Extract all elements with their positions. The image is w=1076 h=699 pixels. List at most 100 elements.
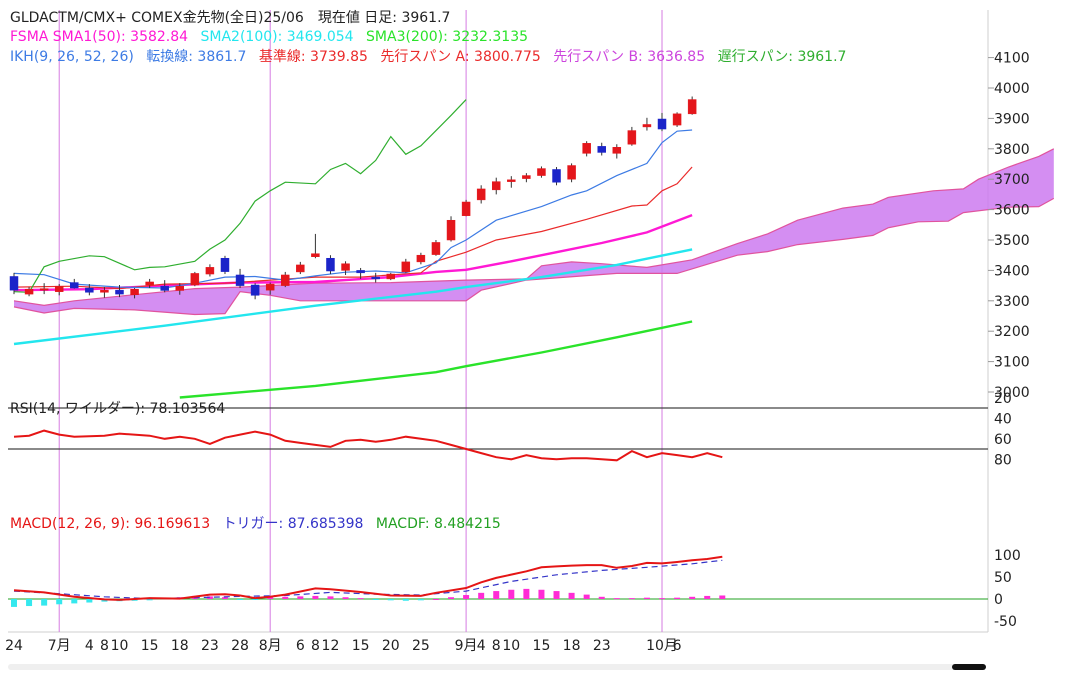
macdf-bar <box>41 599 48 606</box>
price-tick-label: 3700 <box>994 172 1030 188</box>
date-tick-label: 4 <box>85 638 94 654</box>
price-tick-label: 3900 <box>994 111 1030 127</box>
macdf-bar <box>26 599 33 607</box>
macdf-bar <box>342 597 349 599</box>
macdf-bar <box>206 596 213 599</box>
date-tick-label: 8 <box>100 638 109 654</box>
tenkan-legend: 転換線: 3861.7 <box>146 49 246 65</box>
macdf-bar <box>553 591 560 599</box>
horizontal-scrollbar[interactable] <box>8 664 986 670</box>
rsi-tick-label: 60 <box>994 432 1012 448</box>
macd-tick-label: -50 <box>994 614 1017 630</box>
macd-label: MACD(12, 26, 9): 96.169613 <box>10 516 210 532</box>
candle-body <box>296 264 305 273</box>
date-tick-label: 15 <box>352 638 370 654</box>
date-tick-label: 9月 <box>455 638 478 654</box>
price-tick-label: 4100 <box>994 51 1030 67</box>
date-tick-label: 25 <box>412 638 430 654</box>
macdf-bar <box>478 592 485 599</box>
candle-body <box>672 113 682 126</box>
macdf-bar <box>86 599 93 603</box>
macdf-bar <box>598 596 605 599</box>
candle-body <box>9 276 19 291</box>
macdf-bar <box>312 595 319 599</box>
candle-body <box>326 257 335 272</box>
macdf-bar <box>146 599 153 601</box>
candle-body <box>491 181 501 191</box>
kijun-legend: 基準線: 3739.85 <box>259 48 368 65</box>
candle-body <box>597 146 606 153</box>
candle-body <box>281 274 290 286</box>
price-tick-label: 3400 <box>994 263 1030 279</box>
price-tick-label: 3100 <box>994 355 1030 371</box>
ichimoku-cloud <box>13 148 1055 316</box>
macdf-bar <box>357 598 364 600</box>
macd-tick-label: 100 <box>994 548 1021 564</box>
span-a-legend: 先行スパン A: 3800.775 <box>380 49 540 65</box>
macd-tick-label: 0 <box>994 592 1003 608</box>
macdf-bar <box>538 589 545 599</box>
candle-body <box>39 288 49 291</box>
macdf-bar <box>508 589 515 599</box>
rsi-tick-label: 40 <box>994 411 1012 427</box>
candle-body <box>145 281 154 286</box>
ikh-params: IKH(9, 26, 52, 26) <box>10 49 134 65</box>
macdf-bar <box>327 596 334 599</box>
candle-body <box>416 254 426 263</box>
candle-body <box>205 267 215 275</box>
macdf-bar <box>11 599 17 607</box>
price-tick-label: 3800 <box>994 142 1030 158</box>
axes: 3000 3100 3200 3300 3400 3500 3600 3700 3800 3900… <box>5 51 1030 654</box>
candle-body <box>567 165 576 180</box>
date-tick-label: 23 <box>593 638 611 654</box>
macdf-bar <box>689 596 696 599</box>
macdf-bar <box>402 599 409 601</box>
fsma-legend: FSMA SMA1(50): 3582.84 SMA2(100): 3469.0… <box>10 29 528 45</box>
chart-title: GLDACTM/CMX+ COMEX金先物(全日)25/06 現在値 日足: 3… <box>10 9 450 26</box>
price-tick-label: 3000 <box>994 385 1030 401</box>
price-tick-label: 3200 <box>994 324 1030 340</box>
macdf-bar <box>282 596 289 599</box>
rsi-line <box>13 429 723 462</box>
candle-body <box>115 289 124 295</box>
candle-body <box>250 284 260 296</box>
macdf-bar <box>372 599 379 600</box>
cloud-fill <box>14 148 1054 315</box>
scrollbar-thumb[interactable] <box>952 664 986 670</box>
date-tick-label: 28 <box>231 638 249 654</box>
lower-panels <box>8 407 988 607</box>
macdf-bar <box>493 591 500 599</box>
macdf-bar <box>463 595 470 599</box>
candle-body <box>70 282 79 289</box>
candle-body <box>537 168 546 176</box>
rsi-tick-label: 20 <box>994 391 1012 407</box>
span-b-legend: 先行スパン B: 3636.85 <box>553 49 705 65</box>
macdf-bar <box>719 595 726 599</box>
candle-body <box>582 143 591 154</box>
grid-lines <box>8 10 989 633</box>
candle-body <box>431 242 441 255</box>
macdf-label: MACDF: 8.484215 <box>376 516 501 532</box>
date-tick-label: 15 <box>533 638 551 654</box>
macdf-bar <box>56 599 63 605</box>
macdf-bar <box>252 599 259 600</box>
macdf-bar <box>237 599 244 600</box>
macdf-bar <box>267 597 274 599</box>
candle-body <box>446 219 456 241</box>
macd-tick-label: 50 <box>994 570 1012 586</box>
kijun-line <box>13 166 693 290</box>
date-tick-label: 12 <box>322 638 340 654</box>
date-tick-label: 7月 <box>48 638 71 654</box>
sma1-legend: FSMA SMA1(50): 3582.84 <box>10 29 188 45</box>
macdf-bar <box>387 599 394 601</box>
date-tick-label: 6 <box>673 638 682 654</box>
candle-body <box>657 118 667 130</box>
chikou-legend: 遅行スパン: 3961.7 <box>718 49 847 65</box>
candle-body <box>507 179 516 182</box>
date-tick-label: 8 <box>492 638 501 654</box>
candle-body <box>371 276 380 280</box>
candle-body <box>687 99 697 115</box>
date-tick-label: 6 <box>296 638 305 654</box>
candle-body <box>190 273 200 286</box>
